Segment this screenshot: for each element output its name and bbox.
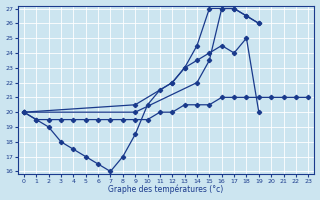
X-axis label: Graphe des températures (°c): Graphe des températures (°c) (108, 185, 224, 194)
